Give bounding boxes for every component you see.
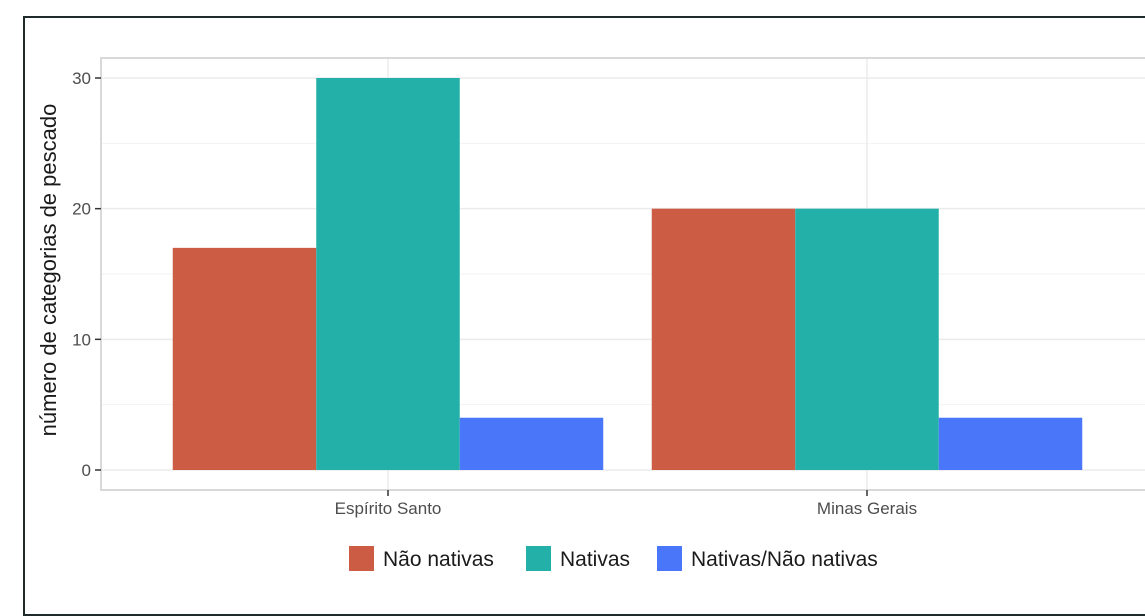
legend-label: Nativas/Não nativas: [691, 548, 878, 571]
bar: [316, 78, 460, 470]
bar: [938, 417, 1083, 470]
legend: Não nativas Nativas Nativas/Não nativas: [349, 546, 878, 571]
y-tick-label: 30: [72, 69, 91, 88]
legend-key: [349, 546, 374, 571]
bar: [459, 417, 604, 470]
bar-chart: 0 10 20 30 Espírito Santo Minas Gerais número…: [36, 57, 1145, 571]
legend-key: [526, 546, 551, 571]
bars: [172, 78, 1083, 470]
x-tick-label: Minas Gerais: [817, 499, 917, 518]
bar: [651, 208, 796, 470]
legend-label: Nativas: [560, 548, 630, 571]
y-tick-label: 0: [82, 461, 91, 480]
plot-panel-border: [100, 57, 1145, 491]
bar: [795, 208, 939, 470]
legend-label: Não nativas: [383, 548, 494, 571]
axes: 0 10 20 30 Espírito Santo Minas Gerais: [72, 69, 917, 518]
y-tick-label: 20: [72, 200, 91, 219]
x-tick-label: Espírito Santo: [335, 499, 442, 518]
bar: [172, 247, 317, 470]
legend-key: [657, 546, 682, 571]
y-tick-label: 10: [72, 330, 91, 349]
y-axis-title: número de categorias de pescado: [36, 104, 61, 437]
